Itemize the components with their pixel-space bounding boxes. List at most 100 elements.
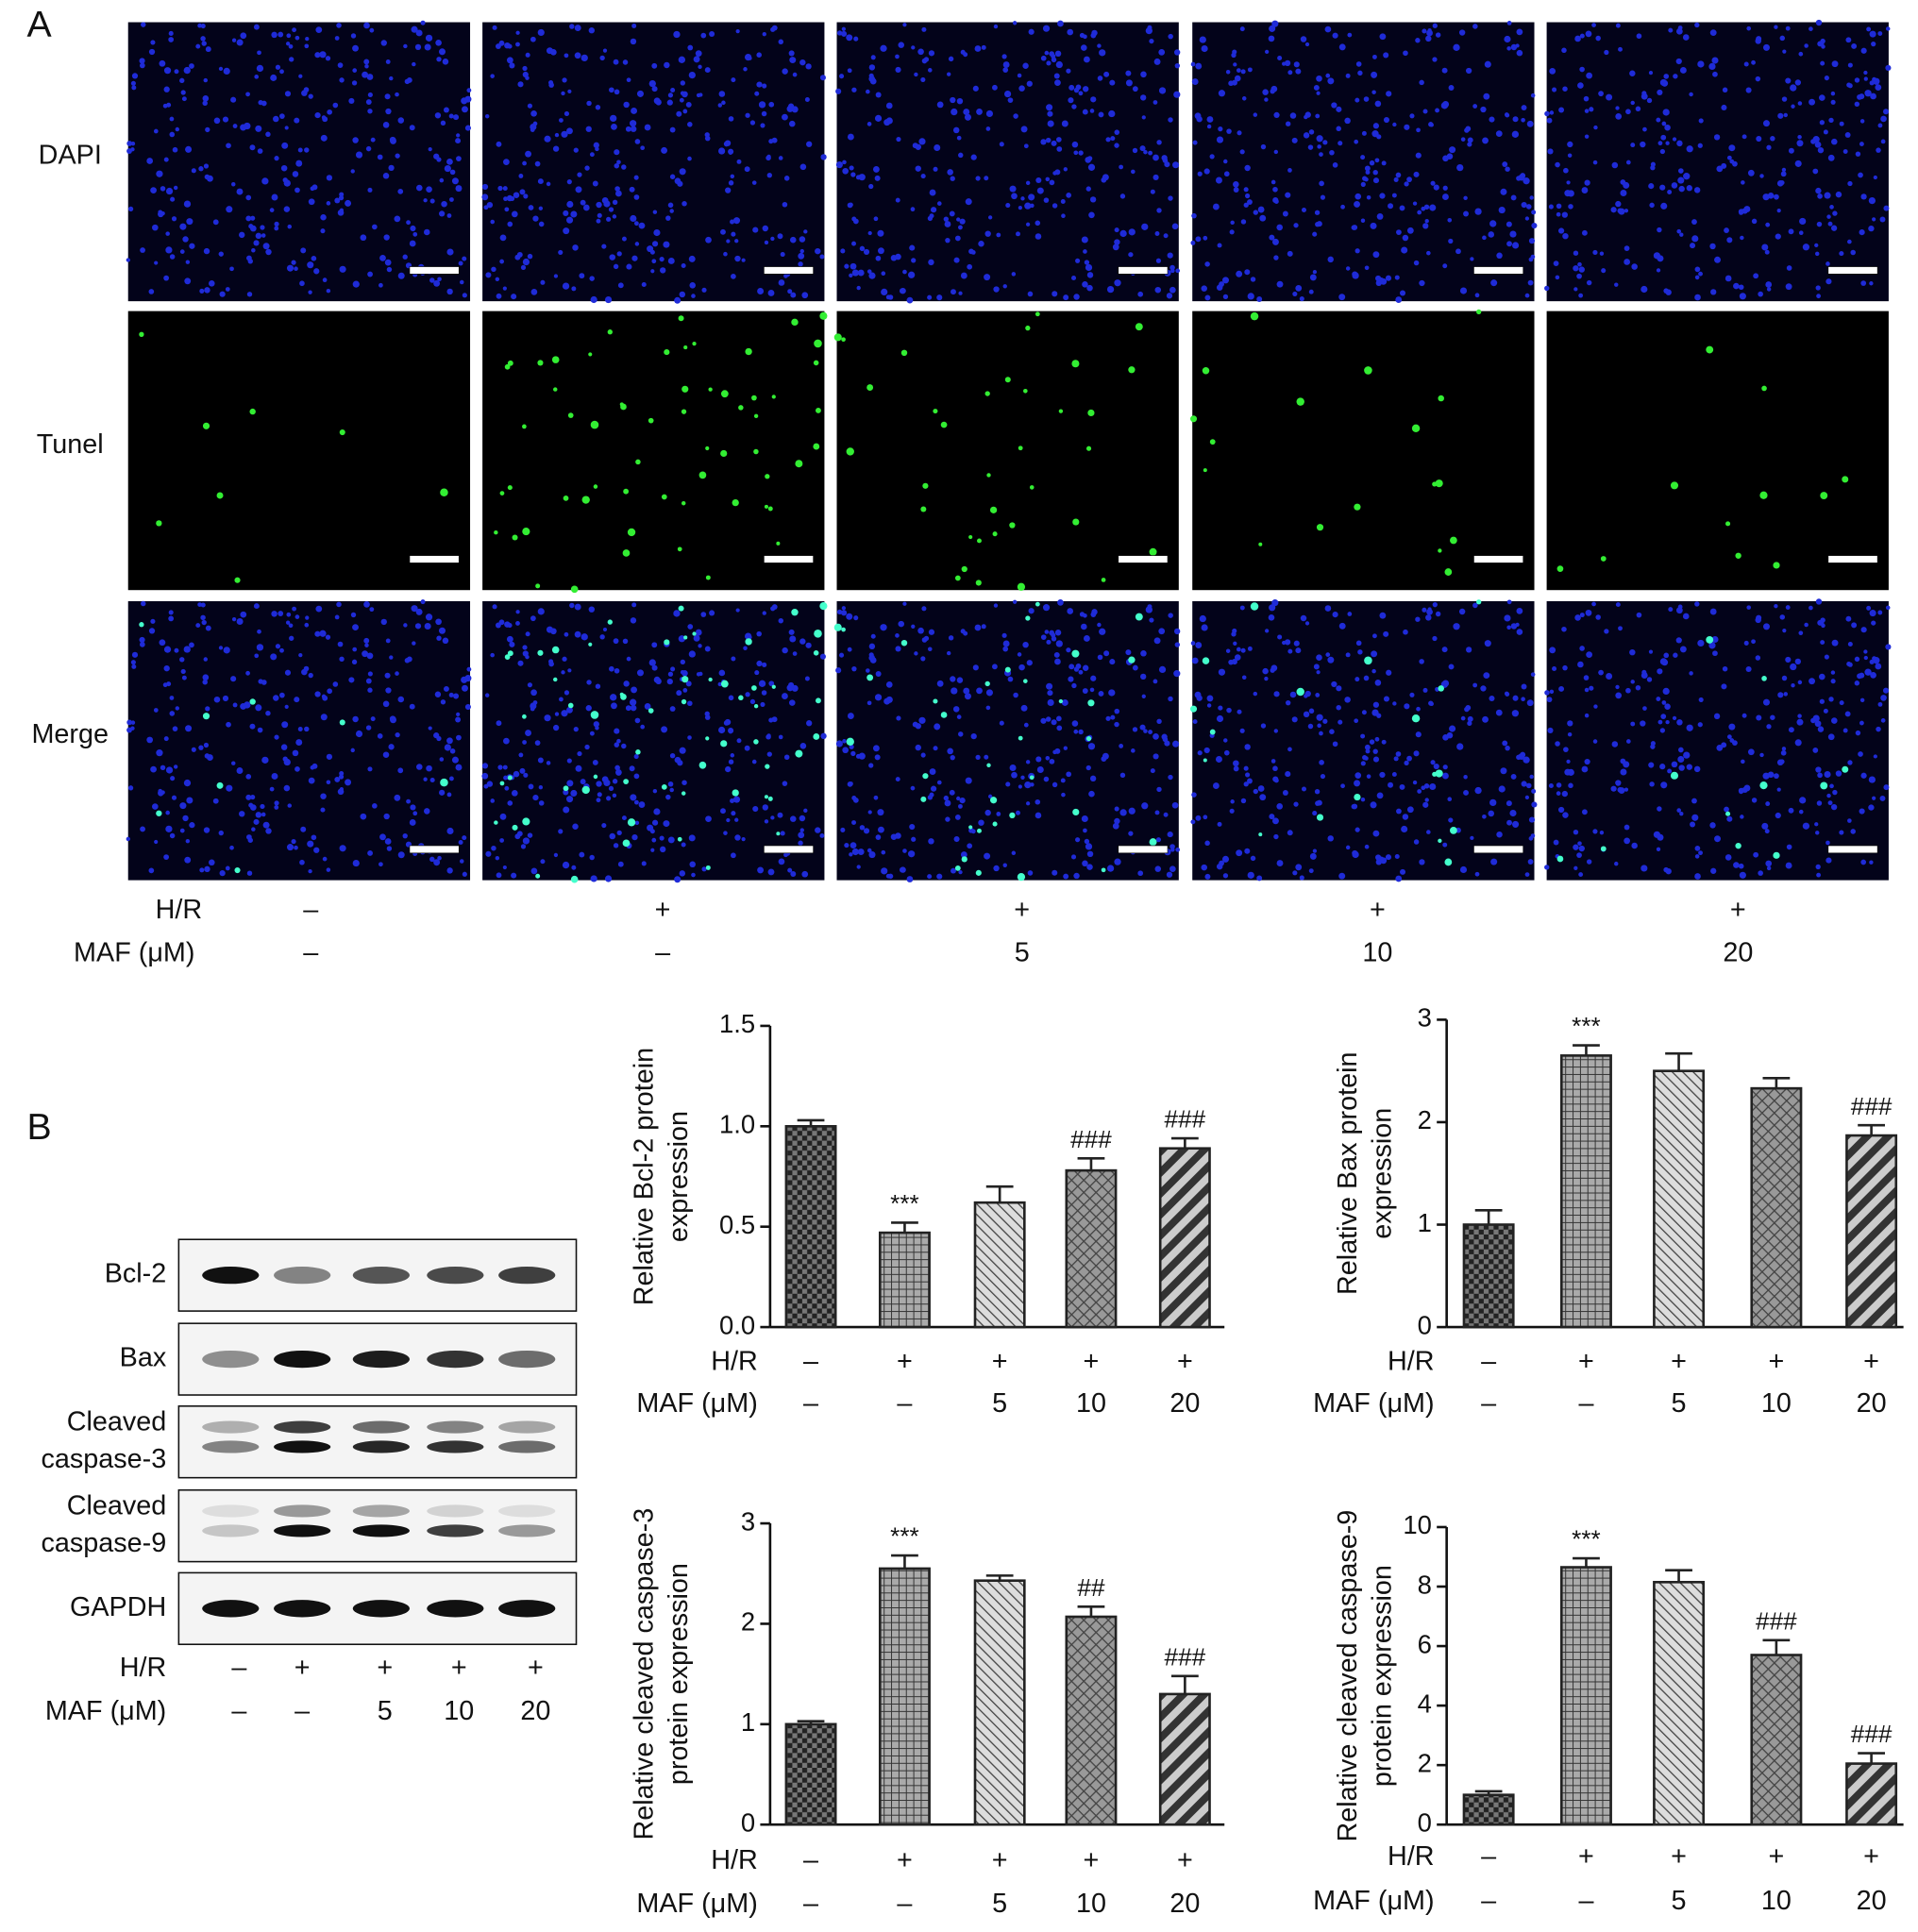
nucleus	[1051, 53, 1056, 59]
nucleus	[339, 656, 345, 663]
nucleus	[1521, 117, 1525, 123]
nucleus	[1332, 162, 1338, 168]
nucleus	[1201, 864, 1207, 871]
nucleus	[1573, 829, 1579, 835]
nucleus	[970, 732, 977, 740]
nucleus	[315, 605, 323, 613]
nucleus	[1521, 697, 1525, 702]
tunel-cell	[1476, 309, 1482, 314]
tunel-cell	[156, 520, 162, 527]
nucleus	[451, 177, 459, 185]
nucleus	[131, 651, 139, 658]
nucleus	[1767, 193, 1775, 199]
nucleus	[875, 671, 882, 677]
nucleus	[691, 872, 696, 878]
nucleus	[1489, 116, 1495, 123]
nucleus	[623, 101, 630, 109]
tunel-cell	[1600, 846, 1607, 852]
nucleus	[999, 142, 1004, 147]
nucleus	[1442, 263, 1448, 269]
nucleus	[1664, 124, 1671, 131]
nucleus	[985, 109, 993, 118]
nucleus	[1762, 120, 1770, 127]
image-bg	[482, 311, 825, 591]
tunel-cell	[765, 764, 770, 769]
nucleus	[336, 23, 342, 28]
nucleus	[1774, 25, 1778, 29]
nucleus	[1577, 841, 1582, 846]
nucleus	[462, 293, 467, 298]
nucleus	[420, 599, 426, 605]
nucleus	[260, 225, 265, 230]
nucleus	[538, 800, 545, 806]
nucleus	[1649, 781, 1655, 787]
tunel-cell	[216, 492, 224, 499]
nucleus	[255, 812, 262, 818]
nucleus	[1656, 697, 1661, 701]
nucleus	[609, 665, 614, 672]
nucleus	[403, 43, 408, 49]
nucleus	[804, 97, 810, 103]
nucleus	[1097, 622, 1102, 628]
nucleus	[1293, 61, 1300, 68]
nucleus	[460, 279, 464, 285]
nucleus	[1025, 222, 1031, 227]
nucleus	[1625, 160, 1631, 165]
nucleus	[249, 144, 256, 151]
tunel-cell	[677, 546, 682, 552]
nucleus	[1365, 748, 1371, 754]
tunel-cell	[933, 698, 938, 704]
nucleus	[859, 825, 866, 831]
nucleus	[279, 647, 284, 653]
nucleus	[1401, 246, 1408, 254]
nucleus	[299, 859, 305, 865]
nucleus	[959, 798, 966, 804]
nucleus	[1815, 285, 1821, 291]
nucleus	[984, 274, 991, 281]
nucleus	[1229, 808, 1235, 814]
nucleus	[1327, 77, 1335, 85]
nucleus	[1218, 705, 1223, 711]
condition-value: –	[655, 938, 670, 968]
nucleus	[1424, 798, 1429, 802]
nucleus	[984, 754, 989, 760]
condition-value: +	[1671, 1841, 1687, 1872]
nucleus	[1882, 695, 1887, 700]
nucleus	[1665, 289, 1672, 295]
nucleus	[1650, 165, 1656, 171]
nucleus	[448, 113, 454, 119]
nucleus	[1308, 289, 1314, 294]
tunel-cell	[499, 491, 505, 496]
nucleus	[1726, 734, 1732, 740]
nucleus	[1316, 135, 1323, 143]
nucleus	[231, 38, 237, 42]
nucleus	[751, 180, 757, 185]
nucleus	[574, 603, 581, 611]
nucleus	[339, 77, 345, 83]
nucleus	[239, 231, 245, 239]
nucleus	[1394, 275, 1400, 280]
condition-value: 10	[1362, 938, 1392, 968]
tunel-cell	[1316, 814, 1324, 821]
nucleus	[1043, 776, 1050, 782]
nucleus	[788, 681, 795, 689]
nucleus	[1677, 604, 1683, 610]
nucleus	[1423, 783, 1430, 789]
nucleus	[1312, 270, 1318, 275]
nucleus	[1149, 39, 1154, 44]
nucleus	[1277, 55, 1283, 61]
tunel-cell	[440, 488, 448, 497]
nucleus	[1847, 642, 1853, 647]
nucleus	[1308, 708, 1315, 714]
condition-value: +	[377, 1653, 393, 1683]
nucleus	[352, 624, 359, 631]
condition-value: –	[897, 1388, 912, 1419]
nucleus	[456, 133, 461, 138]
nucleus	[1442, 842, 1448, 848]
nucleus	[1152, 733, 1159, 740]
nucleus	[951, 289, 956, 295]
blot-label: Bax	[120, 1343, 167, 1373]
nucleus	[507, 800, 513, 806]
nucleus	[1161, 733, 1168, 740]
